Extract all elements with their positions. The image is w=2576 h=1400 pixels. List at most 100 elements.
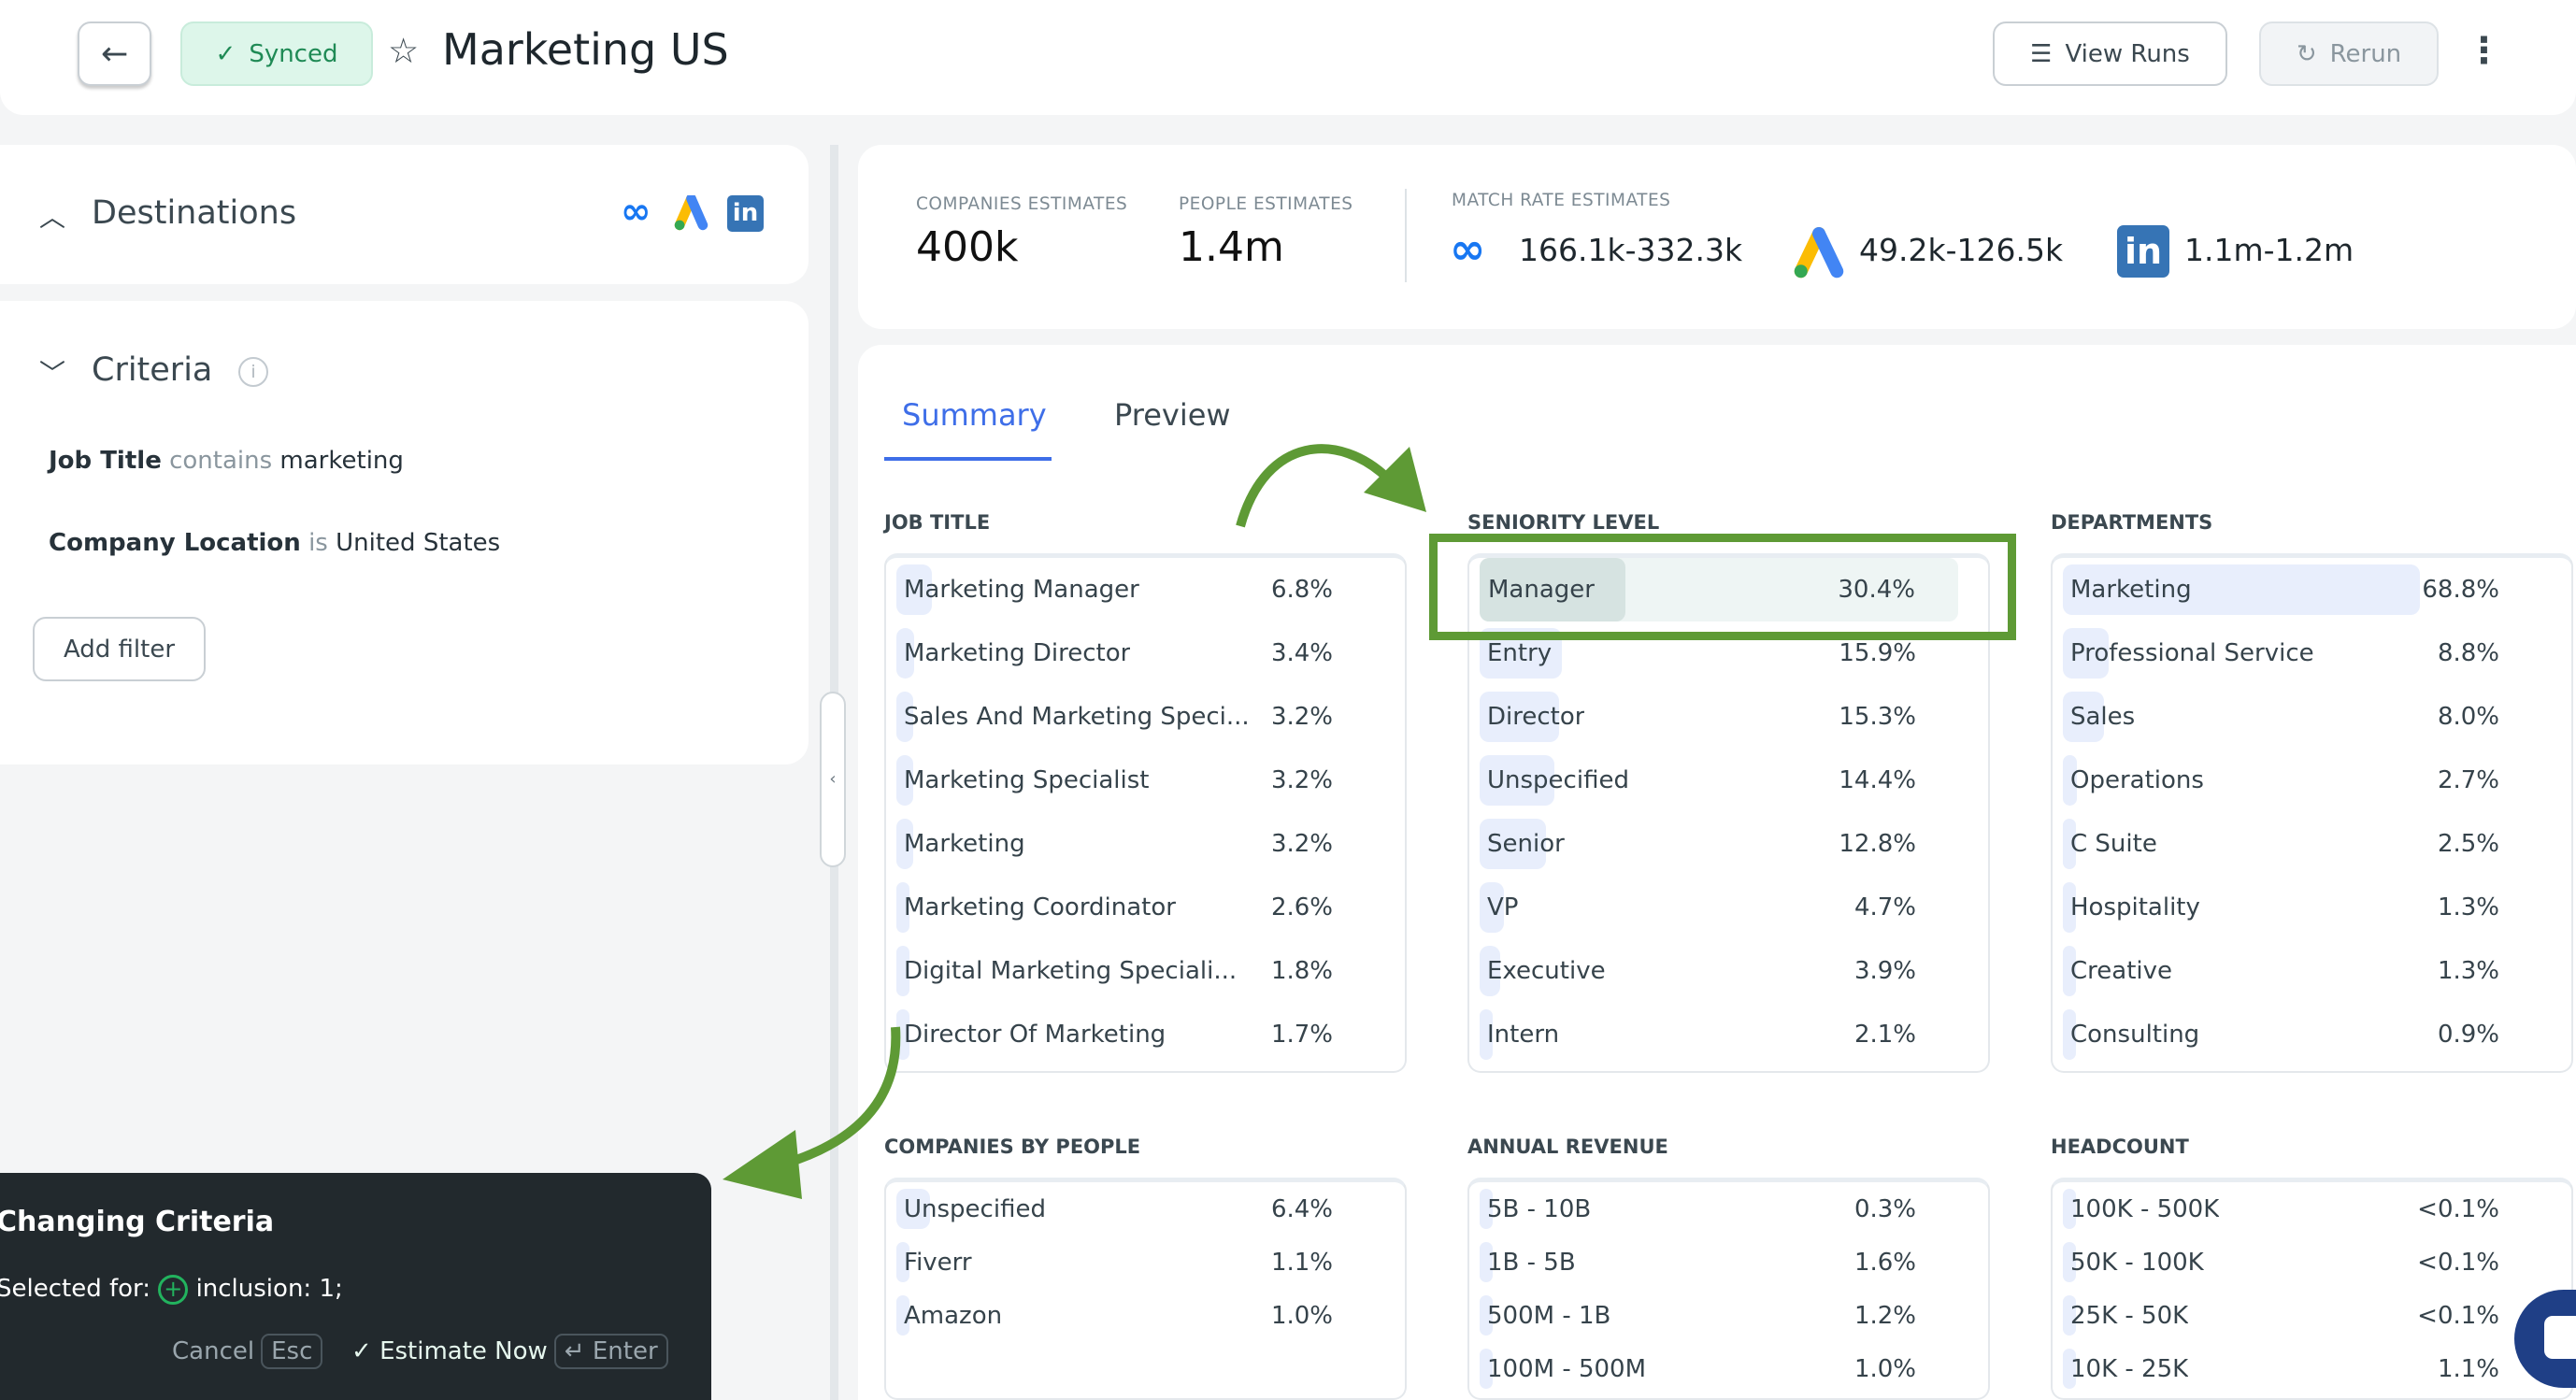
row-percentage: 1.0%: [1853, 1354, 1916, 1383]
table-row[interactable]: Senior 12.8%: [1469, 812, 1988, 876]
table-row[interactable]: Manager 30.4%: [1480, 558, 1958, 621]
table-row[interactable]: Marketing 68.8%: [2053, 558, 2571, 621]
add-filter-button[interactable]: Add filter: [33, 617, 206, 681]
table-row[interactable]: Marketing Specialist 3.2%: [886, 749, 1405, 812]
section-title: SENIORITY LEVEL: [1467, 511, 1660, 534]
page-title: Marketing US: [442, 24, 729, 75]
table-row[interactable]: 25K - 50K <0.1%: [2053, 1289, 2571, 1342]
header-bar: ← ✓ Synced ☆ Marketing US ☰ View Runs ↻ Rer…: [0, 0, 2576, 115]
chevron-down-icon[interactable]: ﹀: [39, 358, 66, 389]
active-tab-underline: [884, 457, 1052, 461]
row-percentage: <0.1%: [2417, 1194, 2499, 1223]
table-row[interactable]: 100K - 500K <0.1%: [2053, 1182, 2571, 1236]
table-row[interactable]: Amazon 1.0%: [886, 1289, 1405, 1342]
table-row[interactable]: Marketing Manager 6.8%: [886, 558, 1405, 621]
row-label: Unspecified: [1487, 766, 1629, 794]
table-row[interactable]: VP 4.7%: [1469, 876, 1988, 939]
table-row[interactable]: C Suite 2.5%: [2053, 812, 2571, 876]
filter-job-title[interactable]: Job Title contains marketing: [49, 447, 404, 475]
section-title: COMPANIES BY PEOPLE: [884, 1136, 1141, 1158]
table-row[interactable]: 5B - 10B 0.3%: [1469, 1182, 1988, 1236]
collapse-panel-handle[interactable]: ‹: [820, 692, 846, 867]
table-row[interactable]: Unspecified 6.4%: [886, 1182, 1405, 1236]
row-label: Digital Marketing Speciali...: [904, 957, 1238, 985]
estimate-now-button[interactable]: ✓ Estimate Now ↵ Enter: [351, 1334, 668, 1369]
table-row[interactable]: Marketing Director 3.4%: [886, 621, 1405, 685]
percentage-bar: [1480, 692, 1559, 742]
table-row[interactable]: Professional Service 8.8%: [2053, 621, 2571, 685]
table-row[interactable]: Hospitality 1.3%: [2053, 876, 2571, 939]
meta-icon: ∞: [1450, 223, 1486, 274]
annotation-arrow-curve: [783, 1026, 901, 1168]
table-row[interactable]: Marketing Coordinator 2.6%: [886, 876, 1405, 939]
table-row[interactable]: Operations 2.7%: [2053, 749, 2571, 812]
criteria-title[interactable]: Criteria: [92, 351, 213, 389]
google-match-rate: 49.2k-126.5k: [1859, 232, 2064, 268]
section-table: 5B - 10B 0.3% 1B - 5B 1.6% 500M - 1B 1.2% 100M…: [1467, 1178, 1990, 1400]
tab-summary[interactable]: Summary: [902, 397, 1047, 433]
table-row[interactable]: Director 15.3%: [1469, 685, 1988, 749]
row-label: Marketing Manager: [904, 576, 1139, 604]
estimates-card: COMPANIES ESTIMATES 400k PEOPLE ESTIMATE…: [858, 145, 2576, 329]
row-label: 5B - 10B: [1487, 1194, 1592, 1223]
percentage-bar: [896, 692, 913, 742]
table-row[interactable]: Sales 8.0%: [2053, 685, 2571, 749]
table-row[interactable]: 10K - 25K 1.1%: [2053, 1342, 2571, 1395]
percentage-bar: [896, 755, 913, 806]
percentage-bar: [2063, 819, 2076, 869]
row-label: Marketing Coordinator: [904, 893, 1176, 921]
row-label: Marketing Specialist: [904, 766, 1150, 794]
row-label: Hospitality: [2070, 893, 2200, 921]
filter-company-location[interactable]: Company Location is United States: [49, 529, 501, 557]
linkedin-icon: in: [727, 195, 764, 232]
row-label: Marketing: [2070, 576, 2192, 604]
table-row[interactable]: Digital Marketing Speciali... 1.8%: [886, 939, 1405, 1003]
row-percentage: 4.7%: [1853, 893, 1916, 921]
info-icon[interactable]: i: [238, 357, 268, 387]
arrow-left-icon: ←: [100, 35, 129, 73]
row-label: Professional Service: [2070, 639, 2314, 667]
criteria-card: ﹀ Criteria i Job Title contains marketin…: [0, 301, 809, 764]
table-row[interactable]: Creative 1.3%: [2053, 939, 2571, 1003]
row-percentage: 2.6%: [1270, 893, 1333, 921]
star-icon[interactable]: ☆: [388, 31, 420, 71]
row-percentage: 1.6%: [1853, 1248, 1916, 1277]
percentage-bar: [896, 819, 913, 869]
tab-preview[interactable]: Preview: [1114, 397, 1231, 433]
row-label: Creative: [2070, 957, 2173, 985]
row-percentage: 15.9%: [1839, 639, 1916, 667]
meta-icon: ∞: [621, 191, 651, 233]
table-row[interactable]: Marketing 3.2%: [886, 812, 1405, 876]
destinations-title[interactable]: Destinations: [92, 194, 297, 232]
table-row[interactable]: 500M - 1B 1.2%: [1469, 1289, 1988, 1342]
table-row[interactable]: Executive 3.9%: [1469, 939, 1988, 1003]
row-percentage: 1.7%: [1270, 1021, 1333, 1049]
row-percentage: 30.4%: [1838, 576, 1915, 604]
row-label: 100K - 500K: [2070, 1194, 2220, 1223]
changing-criteria-toast: Changing Criteria Selected for: + inclus…: [0, 1173, 711, 1400]
row-label: VP: [1487, 893, 1519, 921]
table-row[interactable]: 100M - 500M 1.0%: [1469, 1342, 1988, 1395]
annotation-highlight-box: [1429, 534, 2016, 640]
table-row[interactable]: Consulting 0.9%: [2053, 1003, 2571, 1066]
percentage-bar: [2063, 1009, 2076, 1060]
table-row[interactable]: Fiverr 1.1%: [886, 1236, 1405, 1289]
row-label: Marketing: [904, 830, 1025, 858]
cancel-button[interactable]: Cancel Esc: [172, 1334, 323, 1369]
annotation-arrowhead: [1364, 447, 1426, 512]
table-row[interactable]: 50K - 100K <0.1%: [2053, 1236, 2571, 1289]
table-row[interactable]: 1B - 5B 1.6%: [1469, 1236, 1988, 1289]
percentage-bar: [1480, 1242, 1493, 1282]
percentage-bar: [2063, 1242, 2076, 1282]
more-options-icon[interactable]: ⋮: [2466, 30, 2502, 72]
row-label: Sales And Marketing Speci...: [904, 703, 1250, 731]
row-percentage: 3.2%: [1270, 830, 1333, 858]
view-runs-button[interactable]: ☰ View Runs: [1993, 21, 2227, 86]
percentage-bar: [2063, 564, 2420, 615]
table-row[interactable]: Unspecified 14.4%: [1469, 749, 1988, 812]
chevron-up-icon[interactable]: ︿: [39, 202, 66, 233]
table-row[interactable]: Intern 2.1%: [1469, 1003, 1988, 1066]
table-row[interactable]: Sales And Marketing Speci... 3.2%: [886, 685, 1405, 749]
back-button[interactable]: ←: [78, 21, 151, 86]
rerun-button[interactable]: ↻ Rerun: [2259, 21, 2439, 86]
